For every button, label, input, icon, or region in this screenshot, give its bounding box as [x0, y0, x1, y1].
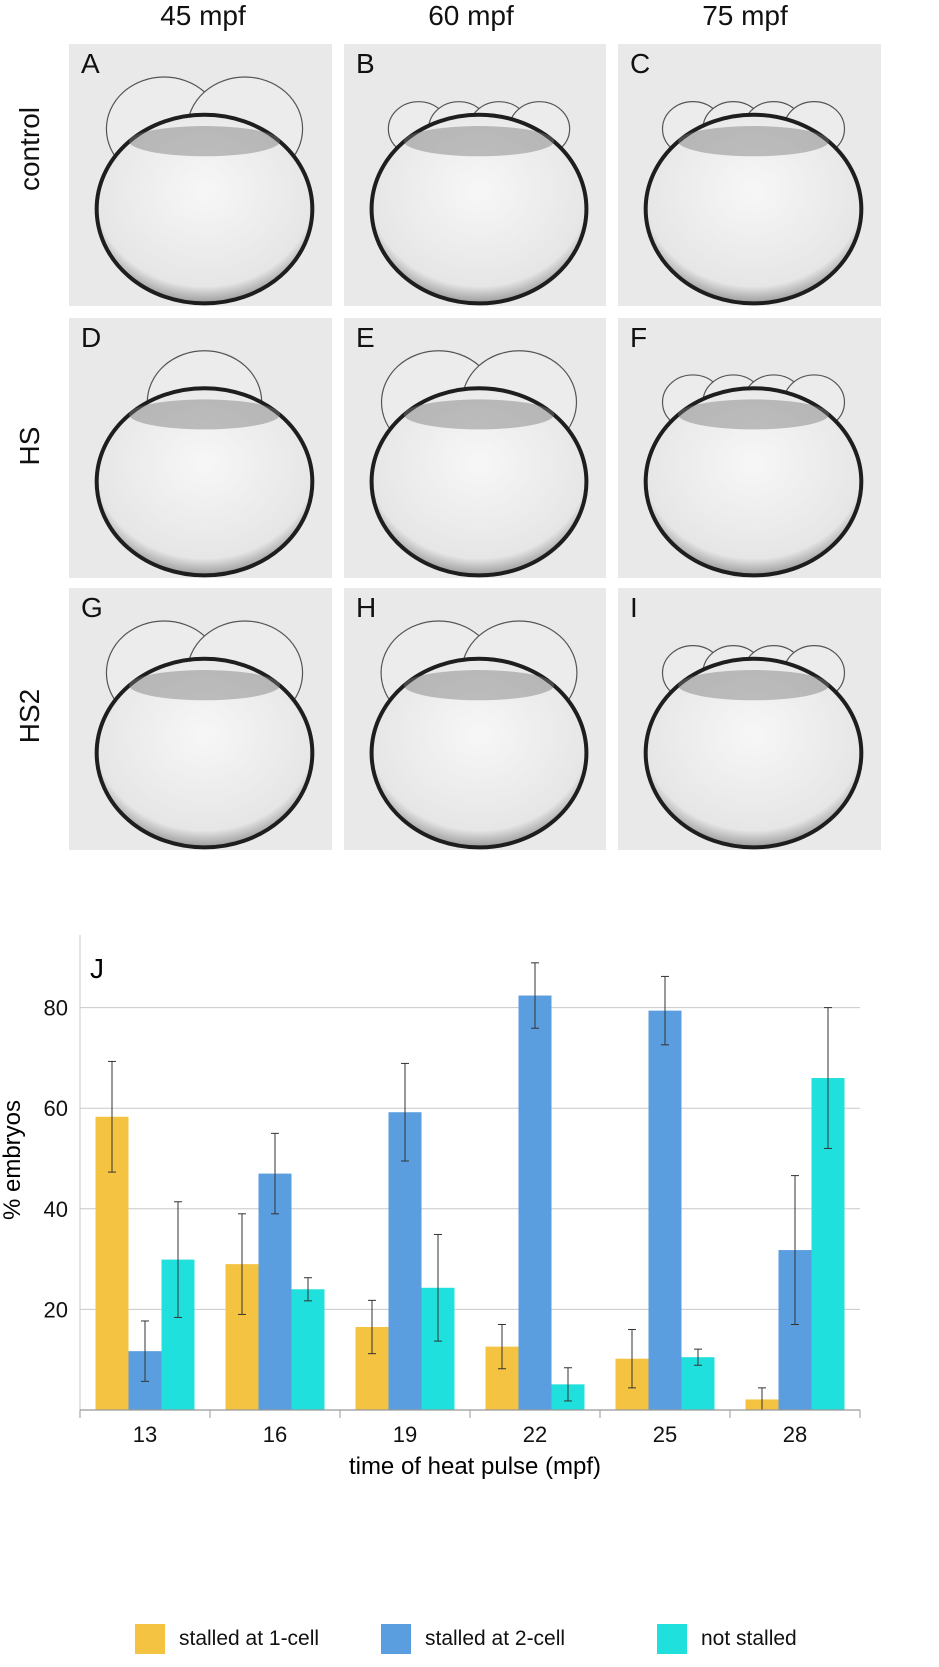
embryo-image-g [94, 620, 315, 850]
error-bar [174, 1201, 182, 1318]
error-bar [498, 1323, 506, 1370]
gridlines [80, 1007, 860, 1310]
error-bar [661, 975, 669, 1046]
legend-label-stalled-2-cell: stalled at 2-cell [425, 1627, 566, 1650]
embryo-image-e [369, 350, 589, 578]
micrograph-panel-a: A [69, 44, 332, 306]
legend-label-not-stalled: not stalled [701, 1627, 797, 1650]
micrograph-panel-d: D [69, 318, 332, 578]
embryo-image-b [369, 101, 589, 306]
bar [681, 1357, 715, 1410]
embryo-image-a [94, 76, 315, 306]
bar [291, 1289, 325, 1410]
embryo-image-i [643, 644, 864, 850]
panel-letter-g: G [81, 592, 103, 623]
x-tick-label: 13 [133, 1422, 157, 1447]
row-label-hs2: HS2 [14, 688, 45, 744]
error-bar [368, 1299, 376, 1355]
micrograph-panel-f: F [618, 318, 881, 578]
bar [388, 1112, 422, 1410]
x-tick-label: 22 [523, 1422, 547, 1447]
error-bar [238, 1213, 246, 1315]
error-bar [108, 1060, 116, 1173]
panel-letter-f: F [630, 322, 648, 353]
legend-item-not-stalled: not stalled [657, 1622, 797, 1656]
error-bar [401, 1062, 409, 1162]
error-bar [694, 1348, 702, 1366]
error-bar [531, 962, 539, 1029]
panel-letter-d: D [81, 322, 102, 353]
error-bar [791, 1175, 799, 1325]
panel-letter-c: C [630, 48, 651, 79]
y-tick-label: 20 [44, 1297, 68, 1322]
error-bar [304, 1277, 312, 1302]
x-tick-label: 16 [263, 1422, 287, 1447]
micrograph-panel-c: C [618, 44, 881, 306]
column-header-75-mpf: 75 mpf [702, 0, 788, 31]
legend-item-stalled-1-cell: stalled at 1-cell [135, 1622, 319, 1656]
bar [518, 995, 552, 1410]
row-label-control: control [14, 106, 45, 192]
panel-letter-b: B [356, 48, 375, 79]
y-axis-label: % embryos [0, 1100, 26, 1220]
error-bar [824, 1007, 832, 1149]
bar [648, 1010, 682, 1410]
legend-label-stalled-1-cell: stalled at 1-cell [179, 1627, 320, 1650]
x-axis-label: time of heat pulse (mpf) [349, 1453, 601, 1480]
y-tick-label: 60 [44, 1096, 68, 1121]
legend-swatch-stalled-2-cell [381, 1624, 411, 1654]
bar-chart: 20406080100131619222528 J time of heat p… [0, 935, 861, 1480]
row-label-hs: HS [14, 426, 45, 466]
embryo-image-h [369, 620, 589, 850]
column-header-60-mpf: 60 mpf [428, 0, 514, 31]
error-bar [434, 1233, 442, 1342]
legend-item-stalled-2-cell: stalled at 2-cell [381, 1622, 565, 1656]
micrograph-panel-h: H [344, 588, 606, 850]
panel-letter-h: H [356, 592, 377, 623]
embryo-image-f [643, 374, 864, 578]
axes: 20406080100131619222528 [44, 935, 861, 1447]
embryo-image-d [94, 350, 315, 578]
error-bar [628, 1329, 636, 1389]
x-tick-label: 19 [393, 1422, 417, 1447]
bars [95, 995, 845, 1410]
x-tick-label: 28 [783, 1422, 807, 1447]
legend-swatch-not-stalled [657, 1624, 687, 1654]
y-tick-label: 40 [44, 1197, 68, 1222]
embryo-image-c [643, 100, 864, 306]
error-bar [141, 1320, 149, 1382]
micrograph-panel-i: I [618, 588, 881, 850]
micrograph-panel-b: B [344, 44, 606, 306]
panel-letter-i: I [630, 592, 638, 623]
x-tick-label: 25 [653, 1422, 677, 1447]
y-tick-label: 80 [44, 996, 68, 1021]
error-bar [271, 1132, 279, 1215]
panel-letter-a: A [81, 48, 100, 79]
error-bars [108, 962, 832, 1411]
panel-letter-e: E [356, 322, 375, 353]
panel-letter-j: J [90, 953, 104, 984]
column-header-45-mpf: 45 mpf [160, 0, 246, 31]
legend-swatch-stalled-1-cell [135, 1624, 165, 1654]
micrograph-panel-g: G [69, 588, 332, 850]
error-bar [564, 1367, 572, 1402]
micrograph-panel-e: E [344, 318, 606, 578]
